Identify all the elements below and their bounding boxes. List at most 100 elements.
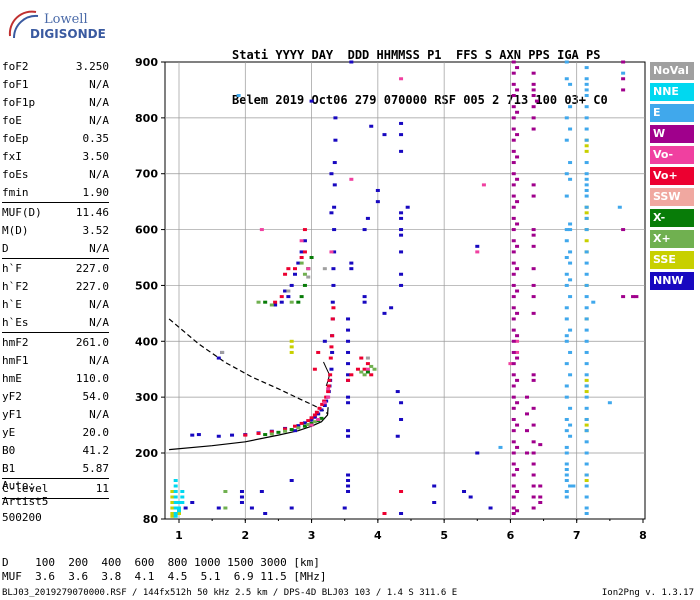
- data-point-x-: [263, 433, 268, 437]
- param-row: yF1 N/A: [2, 406, 109, 424]
- data-point-vo-: [259, 228, 264, 232]
- param-separator: [2, 332, 109, 333]
- data-point-sse: [170, 514, 175, 518]
- data-point-sse: [170, 501, 175, 504]
- data-point-w: [259, 490, 264, 493]
- data-point-e: [568, 406, 573, 410]
- y-tick-label: 80: [143, 513, 159, 526]
- data-point-e: [564, 473, 569, 477]
- legend-item: Vo-: [650, 146, 694, 164]
- data-point-w: [216, 506, 221, 510]
- data-point-vo-: [328, 373, 333, 377]
- param-value: N/A: [89, 96, 109, 109]
- data-point-noval: [322, 267, 327, 271]
- data-point-x-: [299, 261, 304, 265]
- data-point-e: [584, 88, 589, 92]
- param-value: 261.0: [75, 336, 109, 349]
- data-point-nnw-w: [511, 506, 516, 510]
- data-point-e: [564, 334, 569, 338]
- data-point-w: [309, 418, 314, 422]
- data-point-w: [349, 267, 354, 271]
- data-point-e: [236, 94, 241, 98]
- data-point-x-: [269, 303, 274, 307]
- data-point-vo-: [302, 250, 307, 254]
- data-point-x-: [302, 283, 307, 287]
- data-point-nnw-w: [511, 172, 516, 176]
- x-tick-label: 8: [639, 529, 647, 542]
- data-point-vo-: [316, 350, 321, 354]
- data-point-nne: [173, 501, 178, 504]
- data-point-sse: [584, 378, 589, 382]
- data-point-nnw-w: [515, 110, 520, 114]
- data-point-e: [568, 177, 573, 181]
- data-point-w: [346, 328, 351, 332]
- data-point-sse: [170, 490, 175, 493]
- data-point-e: [564, 194, 569, 198]
- data-point-w: [239, 501, 244, 504]
- data-point-sse: [170, 495, 175, 499]
- param-name: foE: [2, 114, 22, 127]
- param-value: N/A: [89, 242, 109, 255]
- param-name: yF1: [2, 408, 22, 421]
- param-name: foF1p: [2, 96, 36, 109]
- data-point-nnw-w: [511, 317, 516, 321]
- data-point-nne: [180, 495, 185, 499]
- x-tick-label: 5: [440, 529, 448, 542]
- data-point-w: [279, 300, 284, 304]
- data-point-x-: [309, 421, 314, 425]
- muf-values-row: MUF 3.6 3.6 3.8 4.1 4.5 5.1 6.9 11.5 [MH…: [2, 570, 327, 583]
- data-point-e: [564, 60, 569, 64]
- data-point-x-: [256, 300, 261, 304]
- data-point-nnw-w: [515, 423, 520, 427]
- param-separator: [2, 478, 109, 479]
- data-point-e: [564, 462, 569, 466]
- data-point-nnw-w: [515, 311, 520, 315]
- plot-frame: [164, 61, 646, 520]
- data-point-nnw-w: [531, 373, 536, 377]
- data-point-e: [568, 250, 573, 254]
- logo-line1: Lowell: [44, 12, 88, 27]
- data-point-e: [584, 77, 589, 81]
- data-point-x-: [312, 420, 317, 424]
- data-point-w: [216, 356, 221, 360]
- data-point-e: [568, 222, 573, 226]
- station-header: Stati YYYY DAY DDD HHMMSS P1 FFS S AXN P…: [232, 18, 608, 123]
- data-point-w: [296, 261, 301, 265]
- data-point-w: [399, 228, 404, 232]
- data-point-sse: [289, 350, 294, 354]
- param-name: h`E: [2, 298, 22, 311]
- data-point-vo-: [329, 345, 334, 349]
- data-point-w: [293, 272, 297, 276]
- data-point-e: [607, 401, 612, 405]
- data-point-e: [564, 77, 569, 81]
- data-point-w: [302, 421, 307, 425]
- data-point-e: [584, 172, 589, 176]
- data-point-e: [584, 384, 589, 388]
- data-point-w: [346, 339, 351, 343]
- data-point-e: [568, 295, 573, 299]
- data-point-e: [564, 116, 569, 120]
- data-point-w: [382, 133, 387, 137]
- legend-item: X+: [650, 230, 694, 248]
- y-tick-label: 600: [135, 224, 158, 237]
- data-point-nnw-w: [511, 339, 516, 343]
- data-point-nnw-w: [515, 222, 520, 226]
- param-row: D N/A: [2, 240, 109, 258]
- data-point-x-: [263, 300, 268, 304]
- data-point-w: [319, 408, 324, 412]
- auto-label: Auto:: [2, 479, 36, 492]
- data-point-x-: [296, 300, 301, 304]
- param-value: 11.46: [75, 206, 109, 219]
- legend-item: NNE: [650, 83, 694, 101]
- version-label: Ion2Png v. 1.3.17: [601, 588, 694, 598]
- data-point-nnw-w: [515, 200, 520, 204]
- data-point-nnw-w: [531, 82, 536, 86]
- data-point-w: [399, 417, 404, 421]
- data-point-e: [584, 177, 589, 181]
- legend-item: SSE: [650, 251, 694, 269]
- auto-artist: Artist5: [2, 495, 49, 508]
- data-point-e: [584, 295, 589, 299]
- param-row: foF1p N/A: [2, 94, 109, 112]
- data-point-e: [584, 127, 589, 131]
- data-point-e: [584, 105, 589, 109]
